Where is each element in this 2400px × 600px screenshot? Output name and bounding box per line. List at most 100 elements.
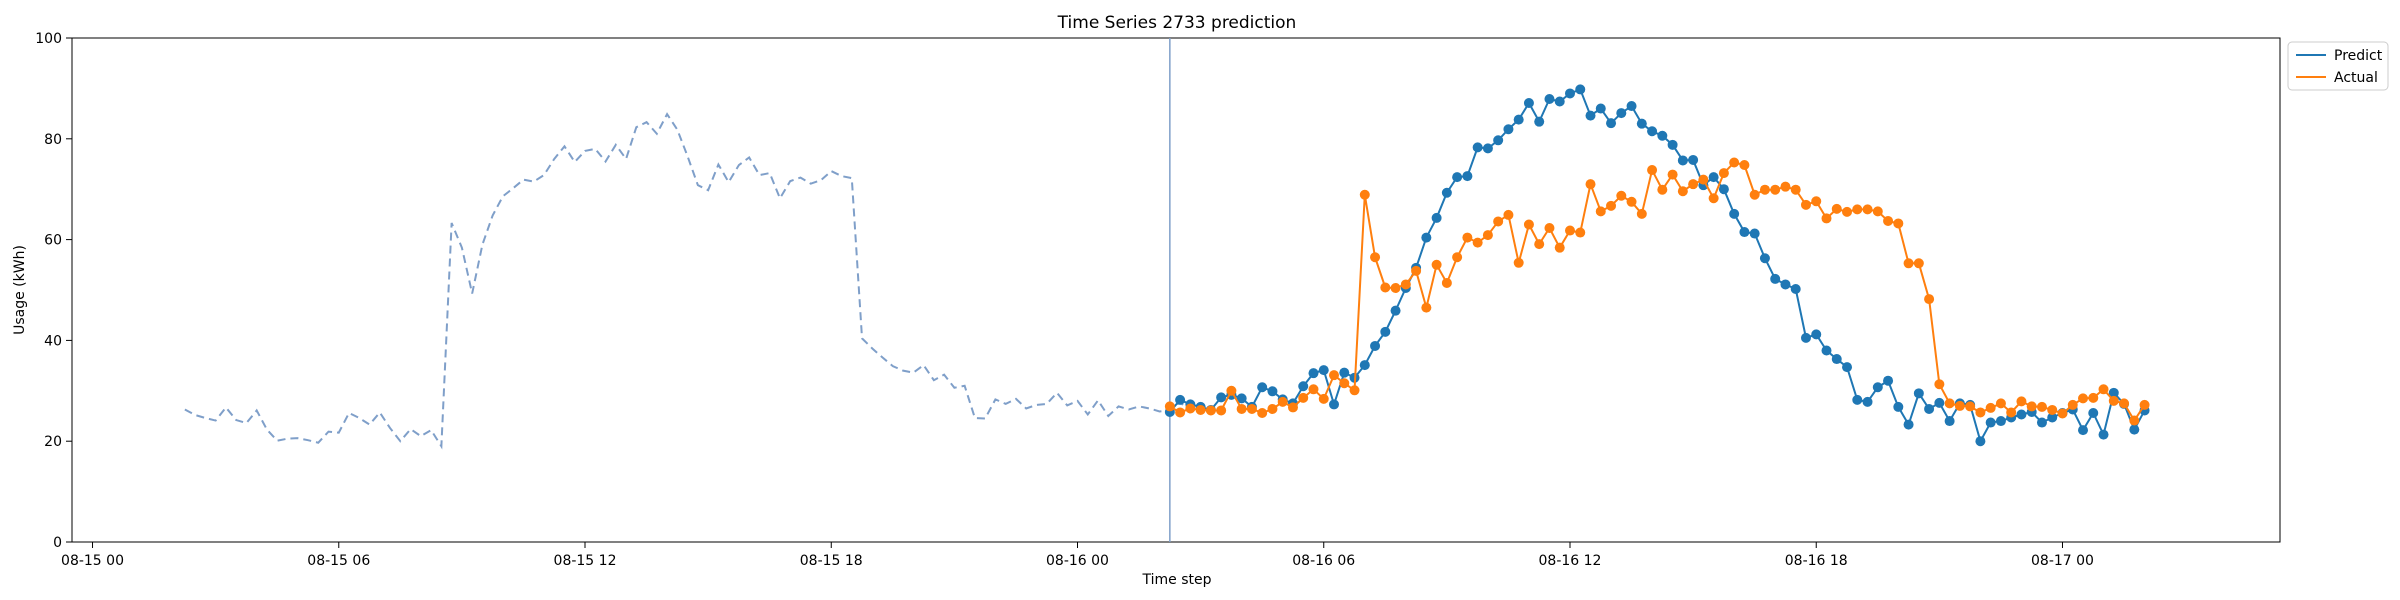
data-point-actual [1411,265,1422,276]
data-point-predict [2047,412,2058,423]
data-point-predict [1985,417,1996,428]
y-tick-label: 80 [44,132,62,148]
data-point-actual [2006,407,2017,418]
data-point-actual [1636,208,1647,219]
data-point-actual [1985,402,1996,413]
data-point-predict [1903,419,1914,430]
series-layer [1164,84,2150,447]
data-point-predict [2016,409,2027,420]
data-point-actual [1195,404,1206,415]
data-point-actual [2139,399,2150,410]
data-point-predict [1800,332,1811,343]
data-point-actual [1872,206,1883,217]
series-actual [1164,157,2150,426]
data-point-actual [1318,393,1329,404]
data-point-predict [1503,124,1514,135]
data-point-actual [1287,402,1298,413]
data-point-actual [1277,396,1288,407]
data-point-predict [1370,340,1381,351]
data-point-actual [1503,209,1514,220]
data-point-predict [1472,142,1483,153]
data-point-actual [1883,215,1894,226]
y-axis-label: Usage (kWh) [12,245,28,335]
data-point-predict [1267,386,1278,397]
data-point-actual [1257,407,1268,418]
y-tick-label: 60 [44,233,62,249]
data-point-predict [1852,394,1863,405]
data-point-predict [1708,172,1719,183]
data-point-predict [1842,362,1853,373]
data-point-actual [1298,392,1309,403]
data-point-predict [1995,416,2006,427]
data-point-predict [1431,212,1442,223]
data-point-actual [1246,403,1257,414]
data-point-predict [1667,139,1678,150]
data-point-actual [2108,395,2119,406]
data-point-predict [1862,396,1873,407]
data-point-actual [1944,398,1955,409]
x-tick-label: 08-16 12 [1539,553,1602,569]
data-point-predict [1688,154,1699,165]
data-point-actual [1595,206,1606,217]
data-point-actual [1431,259,1442,270]
data-point-actual [1667,169,1678,180]
data-point-predict [1831,354,1842,365]
data-point-predict [2108,387,2119,398]
data-point-predict [1380,326,1391,337]
data-point-actual [1534,239,1545,250]
data-point-predict [1677,155,1688,166]
data-point-actual [1339,378,1350,389]
data-point-predict [1421,232,1432,243]
data-point-predict [1523,98,1534,109]
data-point-actual [2036,401,2047,412]
data-point-predict [1175,394,1186,405]
data-point-actual [1739,160,1750,171]
data-point-predict [1790,283,1801,294]
data-point-predict [1780,279,1791,290]
x-tick-label: 08-15 00 [61,553,124,569]
data-point-predict [1944,416,1955,427]
data-point-actual [1359,189,1370,200]
data-point-actual [1267,403,1278,414]
data-point-predict [1575,84,1586,95]
data-point-predict [1759,253,1770,264]
data-point-actual [2047,404,2058,415]
data-point-predict [1924,403,1935,414]
data-point-actual [1523,219,1534,230]
data-point-predict [1390,305,1401,316]
x-tick-label: 08-17 00 [2031,553,2094,569]
data-point-actual [1370,252,1381,263]
data-point-actual [1472,237,1483,248]
data-point-predict [1883,375,1894,386]
data-point-actual [1452,252,1463,263]
data-point-actual [1513,257,1524,268]
history-series-line [184,112,1192,450]
data-point-predict [2088,407,2099,418]
data-point-actual [1924,294,1935,305]
data-point-actual [1954,400,1965,411]
data-point-predict [1893,401,1904,412]
data-point-predict [1452,172,1463,183]
data-point-predict [1462,171,1473,182]
data-point-actual [1216,405,1227,416]
data-point-predict [1934,397,1945,408]
data-point-predict [1657,130,1668,141]
data-point-actual [1862,204,1873,215]
data-point-predict [1811,329,1822,340]
data-point-predict [1626,101,1637,112]
data-point-predict [2036,417,2047,428]
data-point-predict [1216,392,1227,403]
data-point-actual [1441,277,1452,288]
data-point-actual [1759,184,1770,195]
data-point-predict [1564,88,1575,99]
data-point-actual [1903,258,1914,269]
data-point-predict [1534,116,1545,127]
data-point-actual [1934,379,1945,390]
data-point-predict [1821,345,1832,356]
data-point-predict [1636,118,1647,129]
data-point-actual [1626,196,1637,207]
data-point-predict [1298,381,1309,392]
data-point-actual [1421,302,1432,313]
data-point-actual [1236,403,1247,414]
data-point-actual [1606,200,1617,211]
